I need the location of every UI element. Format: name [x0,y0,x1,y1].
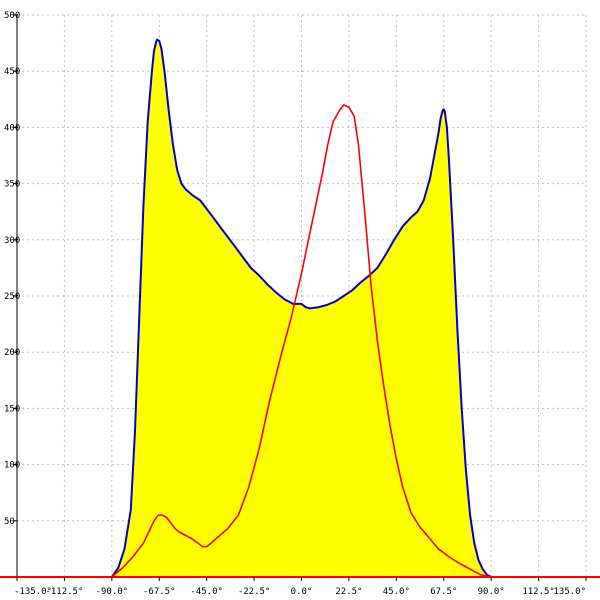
ticks: 50 100 150 200 250 300 350 400 450 500 -135.0°-112… [4,11,587,597]
x-tick-label: -67.5° [143,587,176,597]
series-lines [110,38,492,578]
y-tick-label: 400 [4,123,20,133]
x-tick-label: 45.0° [383,587,410,597]
x-tick-label: -135.0° [14,587,52,597]
y-tick-label: 450 [4,67,20,77]
x-tick-label: 90.0° [478,587,505,597]
y-tick-label: 50 [4,517,15,527]
x-tick-label: 135.0° [553,587,586,597]
x-tick-label: 67.5° [430,587,457,597]
series-areas [111,39,492,577]
series-1-line [110,38,492,578]
x-tick-label: -90.0° [96,587,129,597]
x-tick-label: -22.5° [238,587,271,597]
y-tick-label: 250 [4,292,20,302]
x-tick-label: -112.5° [45,587,83,597]
y-tick-label: 200 [4,348,20,358]
x-tick-label: 0.0° [291,587,313,597]
y-tick-label: 300 [4,236,20,246]
y-tick-label: 150 [4,404,20,414]
y-tick-label: 100 [4,461,20,471]
y-tick-label: 350 [4,180,20,190]
series-1-area [111,39,492,577]
x-tick-label: -45.0° [190,587,223,597]
y-tick-label: 500 [4,11,20,21]
x-tick-label: 112.5° [522,587,555,597]
x-tick-label: 22.5° [335,587,362,597]
series-2-line [111,104,492,578]
